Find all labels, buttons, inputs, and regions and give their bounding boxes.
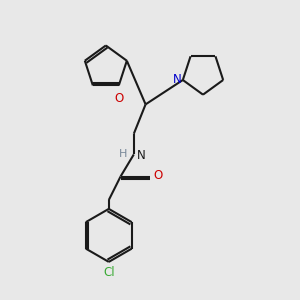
Text: O: O	[114, 92, 123, 105]
Text: Cl: Cl	[103, 266, 115, 279]
Text: H: H	[119, 149, 128, 159]
Text: N: N	[172, 74, 182, 86]
Text: N: N	[137, 149, 146, 162]
Text: O: O	[154, 169, 163, 182]
